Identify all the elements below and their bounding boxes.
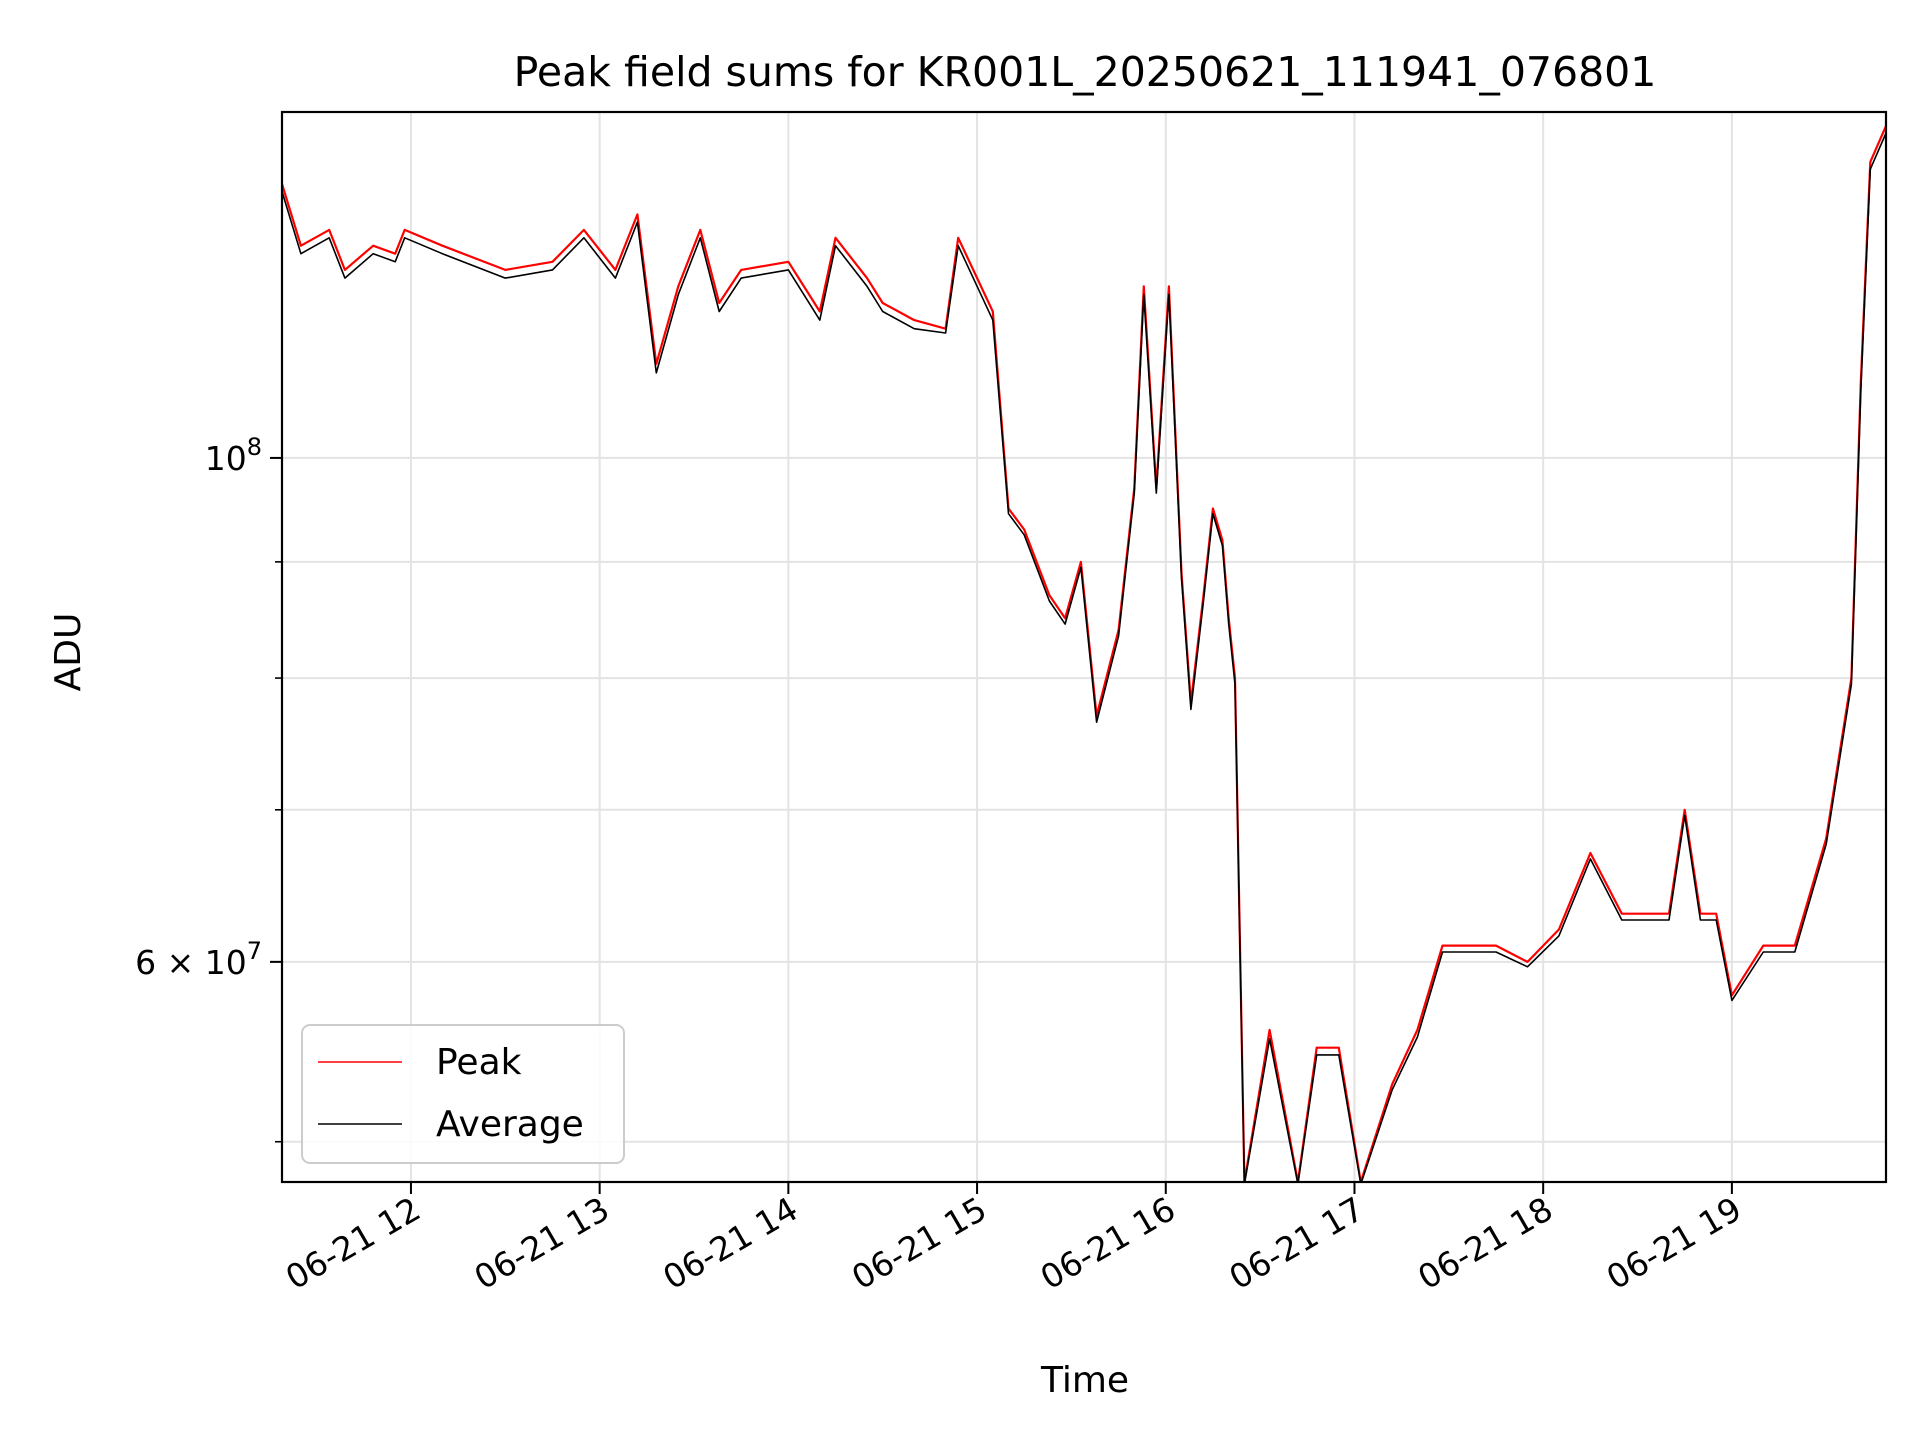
x-tick-label: 06-21 18 xyxy=(1411,1189,1559,1297)
x-tick-label: 06-21 13 xyxy=(468,1189,616,1297)
plot-frame xyxy=(280,110,1888,1184)
legend-label-average: Average xyxy=(436,1104,584,1145)
legend-label-peak: Peak xyxy=(436,1042,522,1083)
legend: Peak Average xyxy=(301,1024,625,1164)
x-tick-label: 06-21 12 xyxy=(279,1189,427,1297)
x-tick-label: 06-21 14 xyxy=(656,1189,804,1297)
y-tick-label: 6 × 107 xyxy=(135,937,262,982)
legend-box xyxy=(301,1024,625,1164)
y-tick-label: 108 xyxy=(205,433,262,478)
y-axis-label: ADU xyxy=(48,613,89,692)
series-line-peak xyxy=(282,125,1886,1182)
x-axis-label: Time xyxy=(1040,1360,1129,1401)
x-tick-label: 06-21 16 xyxy=(1034,1189,1182,1297)
x-tick-label: 06-21 17 xyxy=(1222,1189,1370,1297)
chart-title: Peak field sums for KR001L_20250621_1119… xyxy=(514,48,1657,96)
x-tick-label: 06-21 15 xyxy=(845,1189,993,1297)
series-layer xyxy=(282,125,1886,1182)
x-tick-label: 06-21 19 xyxy=(1600,1189,1748,1297)
x-axis: 06-21 12 06-21 13 06-21 14 06-21 15 06-21 16… xyxy=(279,1182,1748,1297)
series-line-average xyxy=(282,132,1886,1182)
y-axis: 6 × 107 108 xyxy=(135,433,282,1143)
grid-layer xyxy=(282,112,1886,1182)
